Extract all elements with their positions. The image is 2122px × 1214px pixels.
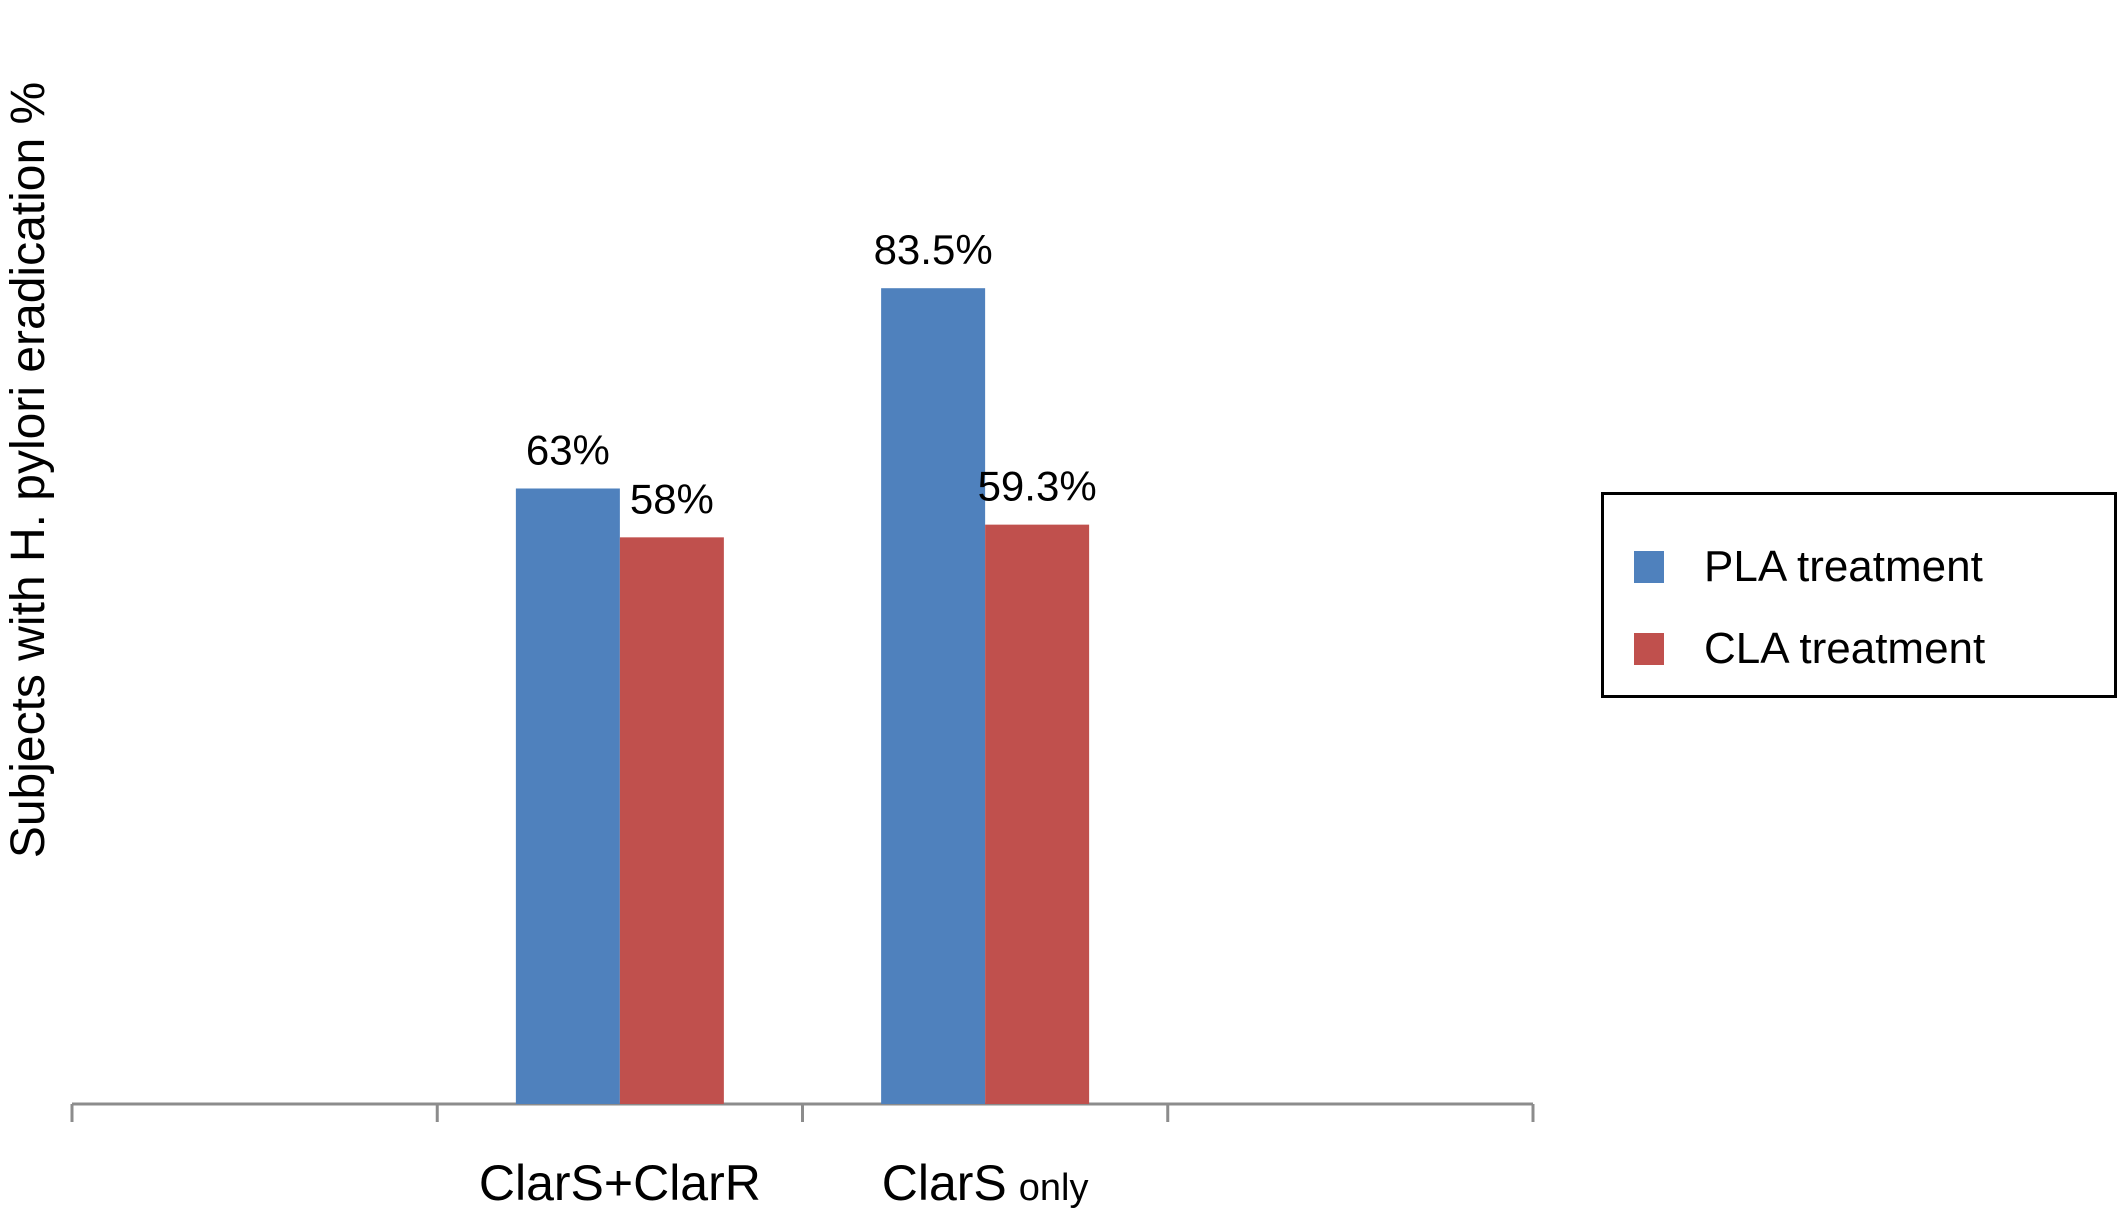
bar-layer [515, 288, 1090, 1105]
legend-swatch-pla [1634, 551, 1664, 583]
x-tick-label: ClarS+ClarR [479, 1155, 761, 1211]
data-label: 83.5% [874, 226, 993, 273]
legend-swatch-cla [1634, 633, 1664, 665]
label-layer: 63% 58% ClarS+ClarR 83.5% 59.3% ClarS only [479, 226, 1097, 1211]
data-label: 58% [630, 475, 714, 522]
bar-pla-0 [515, 488, 620, 1104]
y-axis-title: Subjects with H. pylori eradication % [2, 82, 55, 858]
data-label: 63% [526, 426, 610, 473]
legend: PLA treatment CLA treatment [1601, 492, 2117, 698]
x-tick-label-main: ClarS [882, 1155, 1007, 1211]
legend-label-cla: CLA treatment [1704, 624, 1986, 673]
bar-pla-1 [881, 288, 986, 1105]
legend-item-pla: PLA treatment [1634, 537, 1983, 597]
legend-label-pla: PLA treatment [1704, 542, 1983, 591]
data-label: 59.3% [978, 463, 1097, 510]
legend-item-cla: CLA treatment [1634, 619, 1985, 679]
axis-layer [70, 1102, 1535, 1122]
x-tick-label: ClarS only [882, 1155, 1089, 1211]
x-tick-label-suffix: only [1019, 1167, 1089, 1209]
x-tick-label-main: ClarS+ClarR [479, 1155, 761, 1211]
bar-cla-0 [619, 537, 724, 1104]
bar-cla-1 [985, 524, 1090, 1104]
